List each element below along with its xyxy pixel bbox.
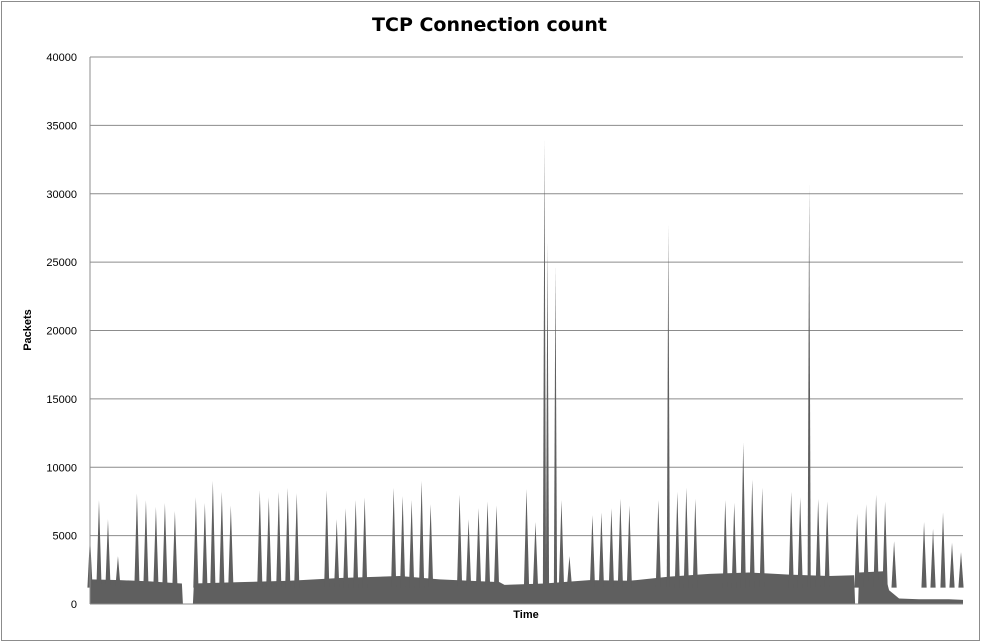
y-tick-label: 25000 xyxy=(46,257,77,269)
spike-mark xyxy=(807,184,811,588)
spike-mark xyxy=(891,541,897,588)
spike-mark xyxy=(958,552,964,588)
spike-mark xyxy=(921,521,927,588)
spike-mark xyxy=(343,508,349,588)
y-tick-label: 15000 xyxy=(46,394,77,406)
spike-mark xyxy=(666,223,670,588)
spike-mark xyxy=(428,504,434,588)
spike-mark xyxy=(285,487,291,588)
spike-mark xyxy=(391,487,397,588)
spike-mark xyxy=(105,519,111,588)
spike-mark xyxy=(683,487,689,588)
spike-mark xyxy=(532,521,539,588)
spike-mark xyxy=(873,494,879,588)
spike-mark xyxy=(854,513,860,588)
spike-mark xyxy=(608,508,615,588)
spike-mark xyxy=(257,490,263,588)
spike-mark xyxy=(172,511,178,588)
spike-mark xyxy=(523,489,530,588)
spike-mark xyxy=(324,490,330,588)
spike-mark xyxy=(674,491,680,588)
spike-mark xyxy=(193,497,199,588)
spike-mark xyxy=(96,500,102,588)
spike-mark xyxy=(202,502,208,588)
spike-mark xyxy=(692,498,698,588)
spike-mark xyxy=(493,505,500,588)
spike-mark xyxy=(294,493,300,588)
spike-mark xyxy=(409,500,415,588)
y-tick-label: 20000 xyxy=(46,326,77,338)
spike-mark xyxy=(456,494,463,588)
y-tick-label: 35000 xyxy=(46,120,77,132)
gridlines xyxy=(90,56,963,537)
spike-mark xyxy=(228,505,234,588)
spike-mark xyxy=(465,519,472,588)
spike-mark xyxy=(353,500,359,588)
y-tick-label: 10000 xyxy=(46,462,77,474)
spike-mark xyxy=(419,480,425,588)
y-tick-label: 30000 xyxy=(46,189,77,201)
y-tick-label: 40000 xyxy=(46,52,77,64)
spike-mark xyxy=(740,442,746,588)
spike-mark xyxy=(153,506,159,588)
spike-mark xyxy=(598,512,605,588)
spike-mark xyxy=(797,497,803,588)
spike-mark xyxy=(722,500,728,588)
spike-mark xyxy=(210,480,216,588)
spike-mark xyxy=(553,264,558,588)
spike-mark xyxy=(655,500,661,588)
spike-mark xyxy=(475,508,482,588)
spike-mark xyxy=(219,491,225,588)
spike-mark xyxy=(362,497,368,588)
spike-mark xyxy=(930,528,936,588)
spike-mark xyxy=(542,139,547,588)
spike-mark xyxy=(266,497,272,588)
chart-title: TCP Connection count xyxy=(372,14,607,36)
spike-mark xyxy=(788,491,794,588)
spike-mark xyxy=(731,502,737,588)
spike-mark xyxy=(484,501,491,588)
x-axis-label: Time xyxy=(513,609,539,621)
spike-mark xyxy=(134,493,140,588)
spike-mark xyxy=(558,500,565,588)
y-tick-labels: 0 5000 10000 15000 20000 25000 30000 35000 40000 xyxy=(46,52,77,611)
spike-mark xyxy=(617,498,623,588)
spike-mark xyxy=(626,505,632,588)
spike-mark xyxy=(759,487,765,588)
y-tick-label: 5000 xyxy=(53,531,77,543)
spike-mark xyxy=(863,504,869,588)
axes xyxy=(89,57,963,605)
spike-mark xyxy=(882,501,888,588)
spike-mark xyxy=(566,556,573,588)
spike-mark xyxy=(940,512,946,588)
spike-mark xyxy=(749,479,755,588)
spike-mark xyxy=(949,542,955,588)
spike-mark xyxy=(589,515,596,588)
spike-mark xyxy=(162,502,168,588)
y-tick-label: 0 xyxy=(71,599,77,611)
spike-mark xyxy=(815,498,821,588)
data-marks xyxy=(87,139,964,604)
spike-mark xyxy=(115,556,121,588)
spike-mark xyxy=(276,491,282,588)
spike-mark xyxy=(334,519,340,588)
spike-mark xyxy=(824,501,830,588)
spike-mark xyxy=(143,500,149,588)
spike-mark xyxy=(545,241,550,588)
spike-mark xyxy=(400,495,406,588)
